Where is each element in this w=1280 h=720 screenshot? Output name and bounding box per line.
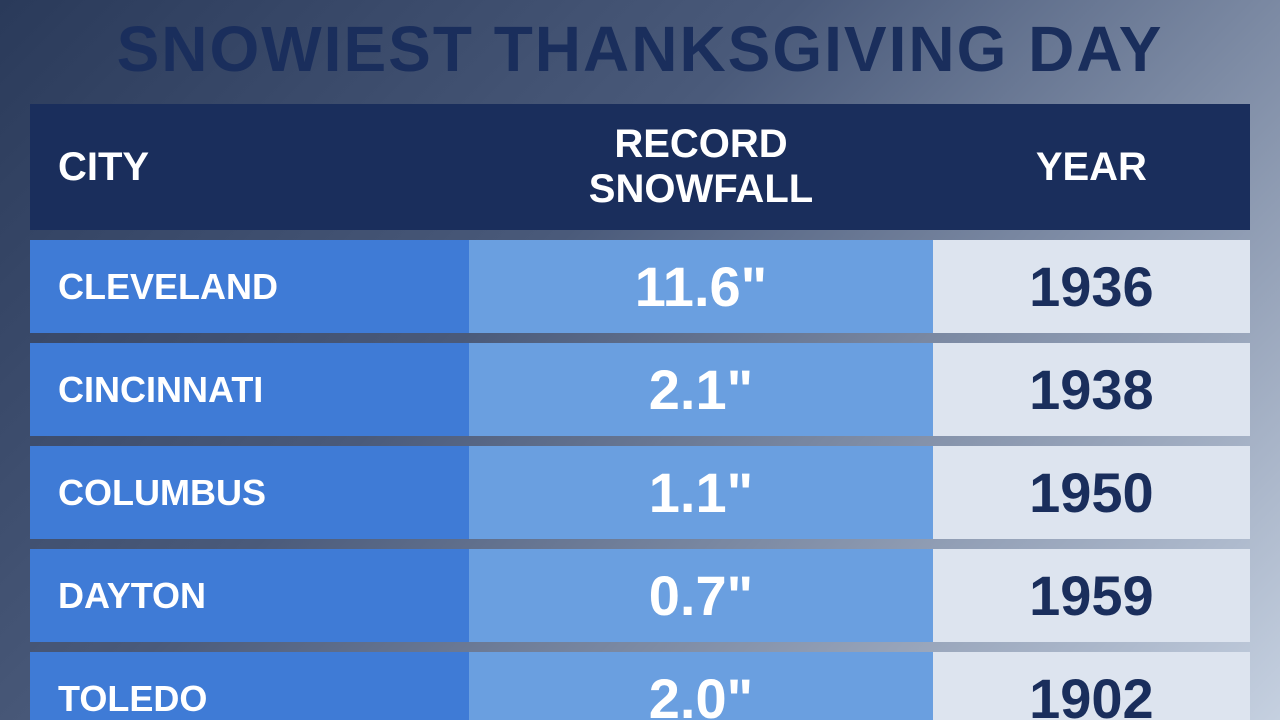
year-cell: 1936	[933, 240, 1250, 333]
table-row: COLUMBUS 1.1" 1950	[30, 446, 1250, 539]
year-cell: 1902	[933, 652, 1250, 720]
column-header-year: YEAR	[933, 104, 1250, 230]
city-cell: DAYTON	[30, 549, 469, 642]
city-cell: CINCINNATI	[30, 343, 469, 436]
snowfall-cell: 1.1"	[469, 446, 933, 539]
city-cell: TOLEDO	[30, 652, 469, 720]
year-cell: 1950	[933, 446, 1250, 539]
city-cell: CLEVELAND	[30, 240, 469, 333]
snowfall-cell: 2.0"	[469, 652, 933, 720]
column-header-snowfall: RECORD SNOWFALL	[469, 104, 933, 230]
table-header-row: CITY RECORD SNOWFALL YEAR	[30, 104, 1250, 230]
snowfall-cell: 11.6"	[469, 240, 933, 333]
snowfall-cell: 2.1"	[469, 343, 933, 436]
city-cell: COLUMBUS	[30, 446, 469, 539]
year-cell: 1959	[933, 549, 1250, 642]
table-row: CINCINNATI 2.1" 1938	[30, 343, 1250, 436]
year-cell: 1938	[933, 343, 1250, 436]
snowfall-cell: 0.7"	[469, 549, 933, 642]
table-row: DAYTON 0.7" 1959	[30, 549, 1250, 642]
column-header-city: CITY	[30, 104, 469, 230]
table-row: CLEVELAND 11.6" 1936	[30, 240, 1250, 333]
table-row: TOLEDO 2.0" 1902	[30, 652, 1250, 720]
snowfall-table: CITY RECORD SNOWFALL YEAR CLEVELAND 11.6…	[30, 94, 1250, 720]
page-title: SNOWIEST THANKSGIVING DAY	[0, 12, 1280, 86]
